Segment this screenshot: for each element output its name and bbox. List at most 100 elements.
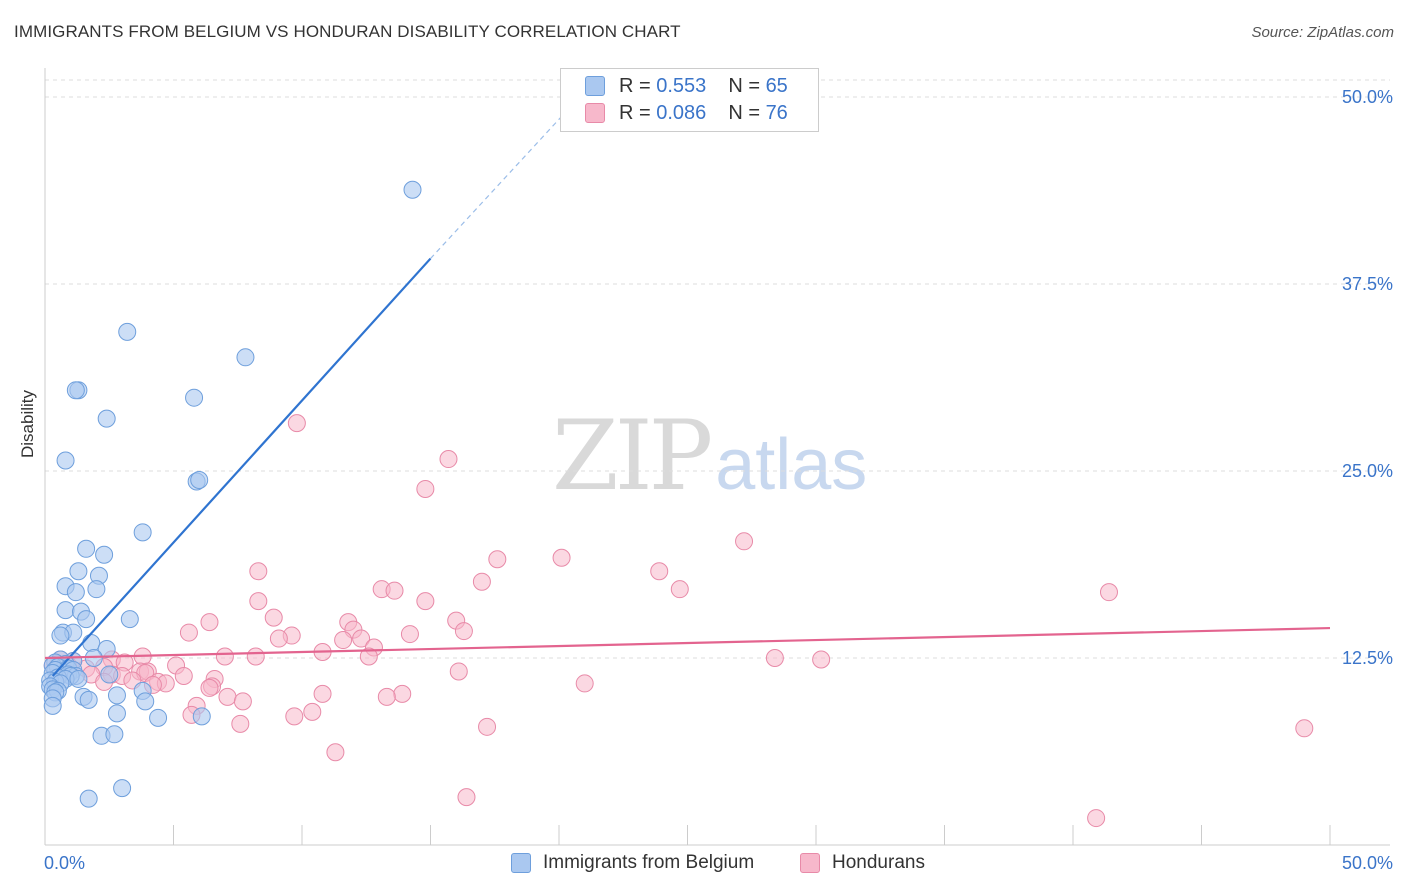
belgium-point-25 <box>82 634 101 653</box>
belgium-point-57 <box>136 692 155 711</box>
honduran-point-66 <box>377 687 396 706</box>
legend-r-value: 0.086 <box>656 101 707 124</box>
honduran-point-29 <box>359 647 378 666</box>
honduran-point-3 <box>735 532 754 551</box>
belgium-point-65 <box>79 789 98 808</box>
honduran-point-69 <box>303 702 322 721</box>
honduran-point-22 <box>400 625 419 644</box>
honduran-point-77 <box>1087 809 1106 828</box>
axes <box>44 68 1390 846</box>
honduran-point-5 <box>552 548 571 567</box>
legend-n-label: N = <box>728 101 760 124</box>
belgium-point-18 <box>56 601 75 620</box>
bottom-legend-label-belgium: Immigrants from Belgium <box>543 852 755 873</box>
honduran-point-2 <box>416 479 435 498</box>
trend-lines <box>44 96 1331 677</box>
y-tick-label-2: 37.5% <box>1341 274 1393 294</box>
watermark-atlas: atlas <box>715 425 868 505</box>
honduran-point-73 <box>478 717 497 736</box>
bottom-legend-label-hondurans: Hondurans <box>832 852 925 873</box>
belgium-point-5 <box>185 388 204 407</box>
honduran-point-76 <box>457 788 476 807</box>
belgium-point-11 <box>77 539 96 558</box>
belgium-point-17 <box>66 583 85 602</box>
bottom-legend-swatch-belgium <box>511 853 531 873</box>
source-label: Source: ZipAtlas.com <box>1251 24 1394 41</box>
honduran-point-10 <box>385 581 404 600</box>
legend: R = 0.553 N = 65 R = 0.086 N = 76 <box>560 68 819 132</box>
honduran-point-7 <box>650 562 669 581</box>
belgium-point-4 <box>66 381 85 400</box>
belgium-point-9 <box>190 470 209 489</box>
y-tick-label-0: 12.5% <box>1341 648 1393 668</box>
belgium-point-63 <box>105 725 124 744</box>
honduran-point-1 <box>439 450 458 469</box>
belgium-trend-line <box>51 257 432 677</box>
belgium-point-20 <box>120 610 139 629</box>
bottom-legend: Immigrants from Belgium Hondurans <box>0 852 1406 878</box>
honduran-point-34 <box>812 650 831 669</box>
legend-swatch-hondurans <box>585 103 605 123</box>
legend-n-value: 65 <box>765 74 788 97</box>
honduran-trend-line <box>44 626 1331 660</box>
honduran-point-0 <box>287 414 306 433</box>
honduran-point-48 <box>449 662 468 681</box>
belgium-point-2 <box>236 348 255 367</box>
honduran-point-62 <box>200 678 219 697</box>
honduran-point-21 <box>179 623 198 642</box>
legend-r-label: R = <box>619 101 651 124</box>
belgium-point-56 <box>79 690 98 709</box>
honduran-point-61 <box>575 674 594 693</box>
honduran-point-19 <box>454 622 473 641</box>
belgium-point-6 <box>97 409 116 428</box>
watermark-zip: ZIP <box>552 400 713 512</box>
bottom-legend-hondurans: Hondurans <box>800 852 925 874</box>
honduran-point-26 <box>334 631 353 650</box>
chart-title: IMMIGRANTS FROM BELGIUM VS HONDURAN DISA… <box>14 22 681 41</box>
honduran-point-65 <box>218 687 237 706</box>
grid-lines <box>45 79 1390 659</box>
honduran-point-11 <box>670 580 689 599</box>
honduran-point-53 <box>174 666 193 685</box>
legend-r-value: 0.553 <box>656 74 707 97</box>
belgium-trend-extension <box>430 96 581 259</box>
honduran-point-15 <box>264 608 283 627</box>
honduran-point-14 <box>416 592 435 611</box>
bottom-legend-belgium: Immigrants from Belgium <box>511 852 754 874</box>
x-tick-label-0: 0.0% <box>44 853 86 873</box>
legend-swatch-belgium <box>585 76 605 96</box>
honduran-point-31 <box>246 647 265 666</box>
belgium-point-60 <box>149 708 168 727</box>
belgium-point-24 <box>51 626 70 645</box>
honduran-point-33 <box>765 649 784 667</box>
honduran-point-4 <box>488 550 507 569</box>
belgium-point-53 <box>107 686 126 705</box>
belgium-point-38 <box>100 665 119 684</box>
honduran-point-8 <box>472 572 491 591</box>
belgium-point-61 <box>192 707 211 726</box>
watermark: ZIPatlas <box>552 400 867 512</box>
honduran-point-12 <box>1099 583 1118 602</box>
belgium-point-7 <box>56 451 75 470</box>
legend-n-label: N = <box>728 74 760 97</box>
belgium-point-10 <box>133 523 152 542</box>
honduran-point-30 <box>215 647 234 666</box>
belgium-point-59 <box>107 704 126 723</box>
belgium-point-16 <box>87 580 106 599</box>
honduran-point-13 <box>249 592 268 611</box>
honduran-point-72 <box>231 714 250 733</box>
belgium-point-1 <box>118 322 137 341</box>
belgium-point-0 <box>403 180 422 199</box>
x-tick-label-1: 50.0% <box>1341 853 1393 873</box>
honduran-point-74 <box>1295 719 1314 738</box>
legend-row-hondurans: R = 0.086 N = 76 <box>585 100 788 126</box>
belgium-point-44 <box>69 669 88 688</box>
belgium-point-13 <box>69 562 88 581</box>
belgium-points <box>41 180 422 808</box>
honduran-point-64 <box>393 684 412 703</box>
honduran-point-63 <box>313 684 332 703</box>
honduran-point-67 <box>233 692 252 711</box>
belgium-point-58 <box>43 696 62 715</box>
y-axis-title: Disability <box>18 389 37 458</box>
